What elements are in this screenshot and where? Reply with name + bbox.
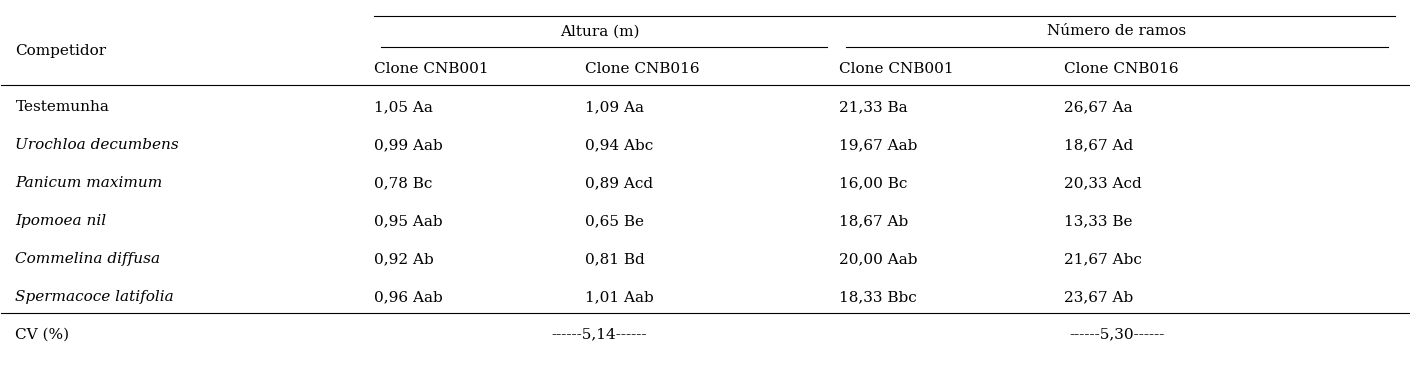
Text: Clone CNB016: Clone CNB016 [1063,62,1179,76]
Text: 0,78 Bc: 0,78 Bc [374,176,433,190]
Text: Competidor: Competidor [16,44,107,57]
Text: Spermacoce latifolia: Spermacoce latifolia [16,290,175,304]
Text: ------5,14------: ------5,14------ [551,328,647,342]
Text: 1,09 Aa: 1,09 Aa [585,100,644,114]
Text: Testemunha: Testemunha [16,100,110,114]
Text: 0,65 Be: 0,65 Be [585,214,644,228]
Text: 23,67 Ab: 23,67 Ab [1063,290,1134,304]
Text: Panicum maximum: Panicum maximum [16,176,162,190]
Text: 0,96 Aab: 0,96 Aab [374,290,443,304]
Text: 18,67 Ab: 18,67 Ab [839,214,908,228]
Text: ------5,30------: ------5,30------ [1069,328,1165,342]
Text: 18,67 Ad: 18,67 Ad [1063,138,1134,152]
Text: 1,01 Aab: 1,01 Aab [585,290,654,304]
Text: Altura (m): Altura (m) [560,24,639,38]
Text: CV (%): CV (%) [16,328,69,342]
Text: 21,33 Ba: 21,33 Ba [839,100,907,114]
Text: Commelina diffusa: Commelina diffusa [16,252,161,266]
Text: Urochloa decumbens: Urochloa decumbens [16,138,179,152]
Text: Clone CNB016: Clone CNB016 [585,62,699,76]
Text: 0,95 Aab: 0,95 Aab [374,214,443,228]
Text: 0,81 Bd: 0,81 Bd [585,252,646,266]
Text: Número de ramos: Número de ramos [1048,24,1186,38]
Text: 19,67 Aab: 19,67 Aab [839,138,916,152]
Text: 18,33 Bbc: 18,33 Bbc [839,290,916,304]
Text: 0,94 Abc: 0,94 Abc [585,138,654,152]
Text: 0,92 Ab: 0,92 Ab [374,252,434,266]
Text: Clone CNB001: Clone CNB001 [839,62,953,76]
Text: 0,99 Aab: 0,99 Aab [374,138,443,152]
Text: 16,00 Bc: 16,00 Bc [839,176,907,190]
Text: 13,33 Be: 13,33 Be [1063,214,1132,228]
Text: 21,67 Abc: 21,67 Abc [1063,252,1142,266]
Text: 20,33 Acd: 20,33 Acd [1063,176,1142,190]
Text: 20,00 Aab: 20,00 Aab [839,252,916,266]
Text: 0,89 Acd: 0,89 Acd [585,176,653,190]
Text: Ipomoea nil: Ipomoea nil [16,214,107,228]
Text: 26,67 Aa: 26,67 Aa [1063,100,1132,114]
Text: 1,05 Aa: 1,05 Aa [374,100,433,114]
Text: Clone CNB001: Clone CNB001 [374,62,489,76]
